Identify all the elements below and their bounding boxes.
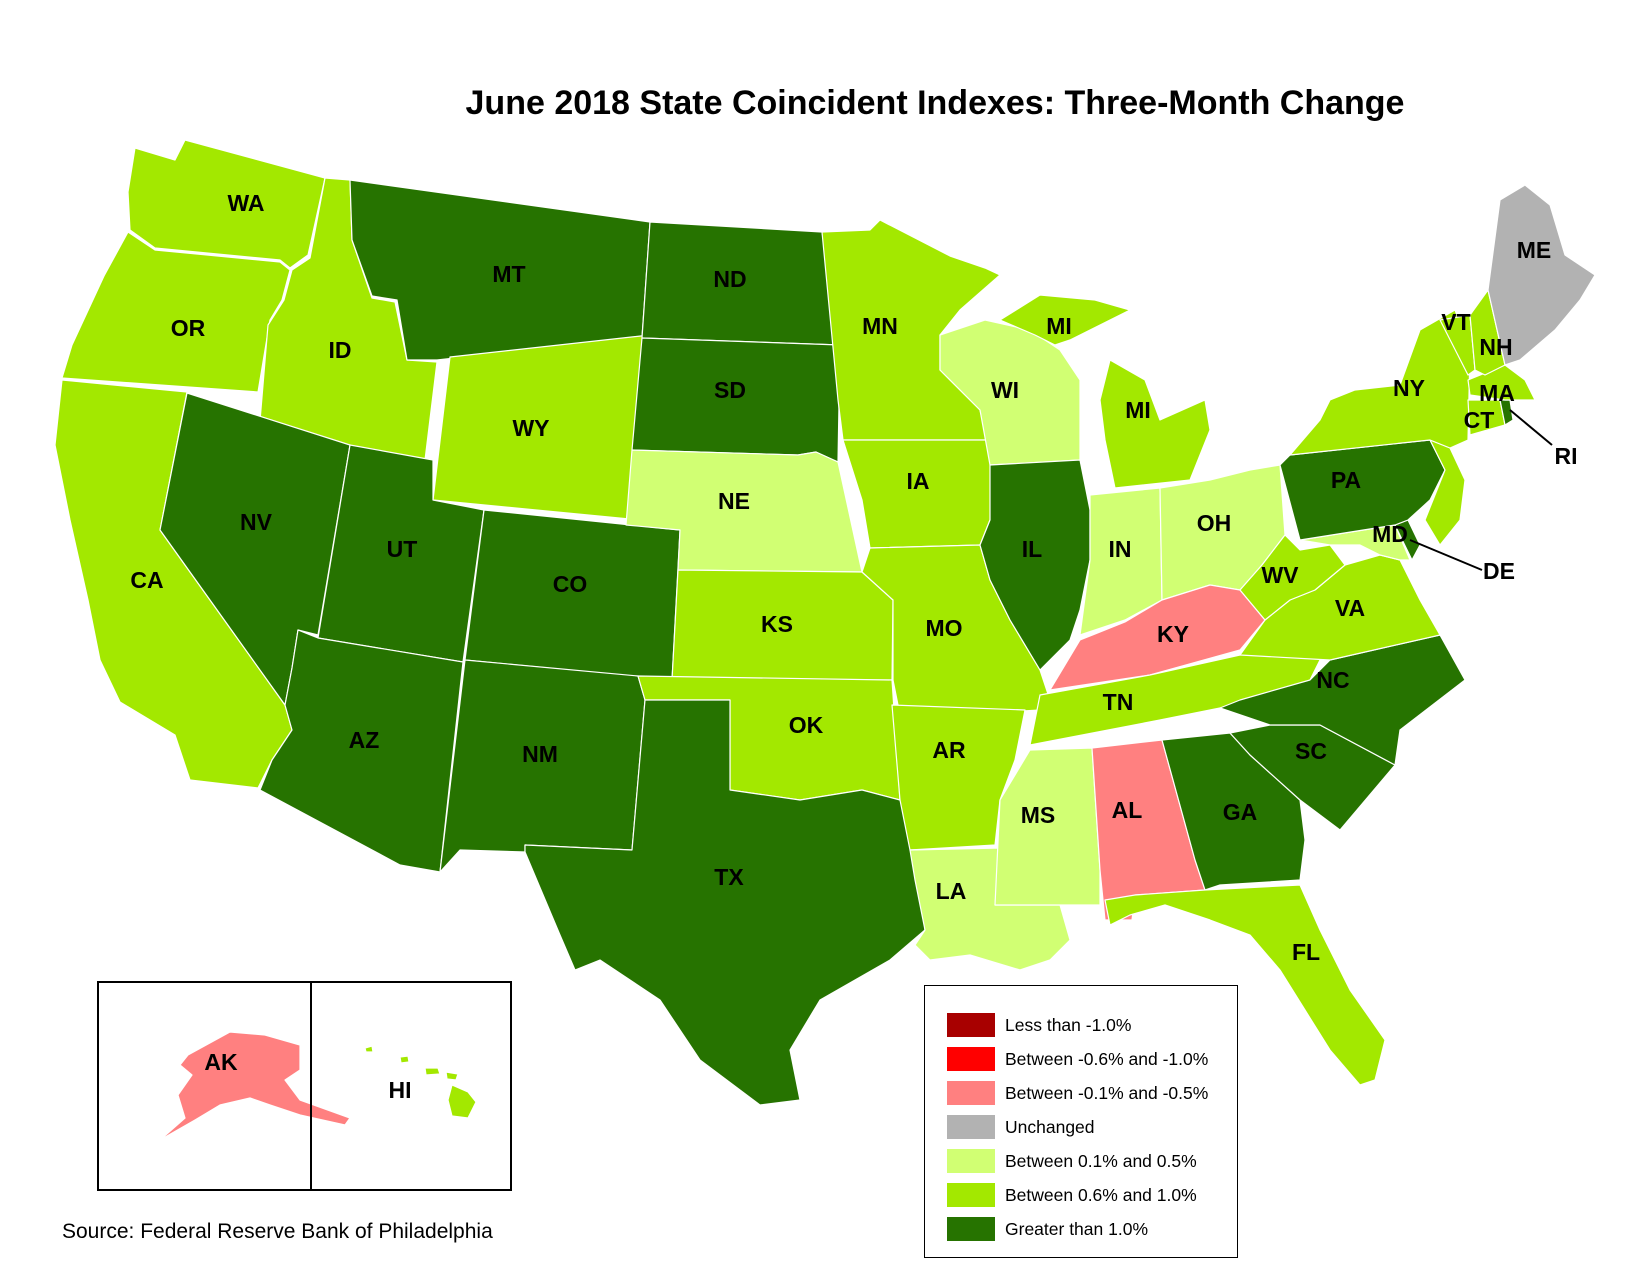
state-wi (939, 319, 1081, 466)
state-label-ct: CT (1464, 407, 1495, 433)
legend-label: Between -0.6% and -1.0% (1005, 1048, 1209, 1069)
state-label-ar: AR (932, 737, 966, 763)
state-nj (1424, 439, 1466, 546)
state-label-wa: WA (227, 190, 264, 216)
legend-label: Unchanged (1005, 1116, 1095, 1137)
legend-label: Less than -1.0% (1005, 1014, 1132, 1035)
state-fl (1104, 884, 1386, 1086)
state-label-la: LA (936, 878, 967, 904)
legend-swatch (947, 1183, 995, 1207)
leader-line-de (1409, 539, 1483, 571)
state-label-mi: MI (1125, 397, 1151, 423)
legend-swatch (947, 1047, 995, 1071)
state-label-vt: VT (1441, 309, 1470, 335)
state-ak (159, 1031, 351, 1141)
state-label-md: MD (1372, 521, 1408, 547)
state-or (61, 231, 291, 393)
legend-item: Between 0.1% and 0.5% (947, 1144, 1237, 1178)
legend-item: Between 0.6% and 1.0% (947, 1178, 1237, 1212)
state-label-va: VA (1335, 595, 1365, 621)
state-label-me: ME (1517, 237, 1552, 263)
state-label-fl: FL (1292, 939, 1320, 965)
state-mi (999, 294, 1211, 489)
state-pa (1279, 439, 1446, 541)
state-label-co: CO (553, 571, 588, 597)
legend-item: Less than -1.0% (947, 1008, 1237, 1042)
state-label-ks: KS (761, 611, 793, 637)
state-label-oh: OH (1197, 510, 1232, 536)
legend-label: Greater than 1.0% (1005, 1218, 1148, 1239)
state-wa (127, 139, 326, 269)
state-label-az: AZ (349, 727, 380, 753)
legend-swatch (947, 1217, 995, 1241)
state-label-sd: SD (714, 377, 746, 403)
state-label-il: IL (1022, 536, 1042, 562)
state-label-ok: OK (789, 712, 824, 738)
state-label-mi-upper: MI (1046, 313, 1072, 339)
state-me (1487, 184, 1596, 366)
state-nh (1469, 289, 1506, 376)
legend-swatch (947, 1013, 995, 1037)
state-label-or: OR (171, 315, 206, 341)
state-hi (364, 1045, 477, 1119)
state-nc (1219, 634, 1466, 766)
state-label-nh: NH (1479, 334, 1512, 360)
legend-item: Between -0.6% and -1.0% (947, 1042, 1237, 1076)
map-title: June 2018 State Coincident Indexes: Thre… (465, 84, 1405, 122)
state-label-ia: IA (907, 468, 930, 494)
state-label-sc: SC (1295, 738, 1327, 764)
source-note: Source: Federal Reserve Bank of Philadel… (62, 1220, 493, 1243)
state-label-tx: TX (714, 864, 744, 890)
legend-label: Between -0.1% and -0.5% (1005, 1082, 1209, 1103)
state-tx (524, 699, 926, 1106)
state-label-mo: MO (925, 615, 962, 641)
state-label-wy: WY (512, 415, 549, 441)
state-label-ma: MA (1479, 380, 1515, 406)
legend-swatch (947, 1115, 995, 1139)
legend-item: Between -0.1% and -0.5% (947, 1076, 1237, 1110)
inset-divider (310, 981, 312, 1191)
state-label-pa: PA (1331, 467, 1361, 493)
legend-label: Between 0.1% and 0.5% (1005, 1150, 1197, 1171)
state-label-ca: CA (130, 567, 163, 593)
legend-swatch (947, 1081, 995, 1105)
state-label-ut: UT (387, 536, 418, 562)
state-label-ne: NE (718, 488, 750, 514)
legend-item: Unchanged (947, 1110, 1237, 1144)
legend-label: Between 0.6% and 1.0% (1005, 1184, 1197, 1205)
state-label-ny: NY (1393, 375, 1425, 401)
state-label-in: IN (1109, 536, 1132, 562)
state-label-id: ID (329, 337, 352, 363)
inset-frame (97, 981, 512, 1191)
state-label-ky: KY (1157, 621, 1189, 647)
state-label-nc: NC (1316, 667, 1349, 693)
state-label-wi: WI (991, 377, 1019, 403)
state-label-de: DE (1483, 558, 1515, 584)
state-label-nv: NV (240, 509, 273, 535)
state-label-ga: GA (1223, 799, 1258, 825)
leader-line-ri (1509, 409, 1553, 446)
state-label-nd: ND (713, 266, 746, 292)
state-label-wv: WV (1261, 562, 1299, 588)
state-ny (1289, 309, 1471, 456)
state-label-ms: MS (1021, 802, 1056, 828)
legend: Less than -1.0% Between -0.6% and -1.0% Be… (924, 985, 1238, 1258)
state-label-ri: RI (1555, 443, 1578, 469)
state-wv (1239, 534, 1346, 621)
state-label-hi: HI (389, 1077, 412, 1103)
state-label-tn: TN (1103, 689, 1134, 715)
state-label-mt: MT (492, 261, 525, 287)
state-label-al: AL (1112, 797, 1143, 823)
state-ar (891, 704, 1026, 851)
legend-swatch (947, 1149, 995, 1173)
state-label-nm: NM (522, 741, 558, 767)
legend-item: Greater than 1.0% (947, 1212, 1237, 1246)
state-label-ak: AK (204, 1049, 238, 1075)
state-label-mn: MN (862, 313, 898, 339)
